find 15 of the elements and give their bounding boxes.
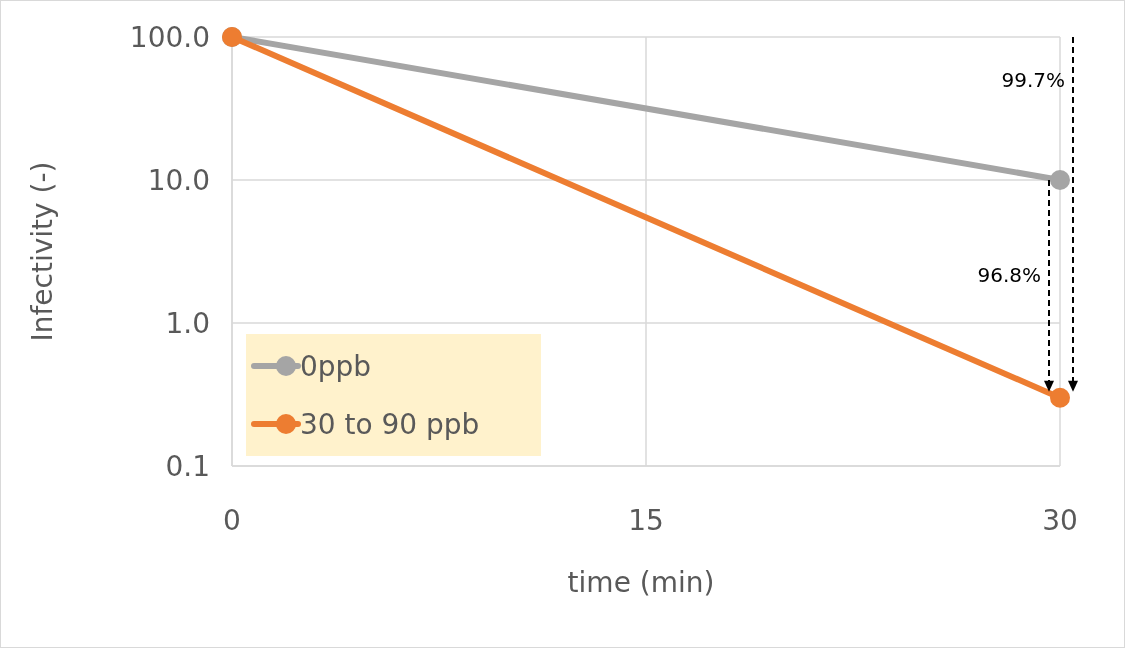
x-tick-label: 30 (1042, 504, 1078, 537)
y-tick-label: 1.0 (165, 306, 210, 340)
y-tick-label: 100.0 (129, 20, 210, 54)
legend-label: 30 to 90 ppb (300, 407, 480, 441)
annotation: 99.7% (1001, 67, 1065, 92)
y-tick-label: 0.1 (165, 449, 210, 483)
point (1050, 170, 1070, 190)
x-tick-label: 0 (223, 504, 241, 537)
x-tick-label: 15 (628, 504, 664, 537)
y-tick-label: 10.0 (147, 163, 210, 197)
y-axis-title: Infectivity (-) (26, 161, 59, 342)
legend-label: 0ppb (300, 349, 372, 383)
x-axis-title: time (min) (567, 566, 715, 599)
point (1050, 387, 1070, 408)
annotation: 96.8% (977, 263, 1041, 288)
